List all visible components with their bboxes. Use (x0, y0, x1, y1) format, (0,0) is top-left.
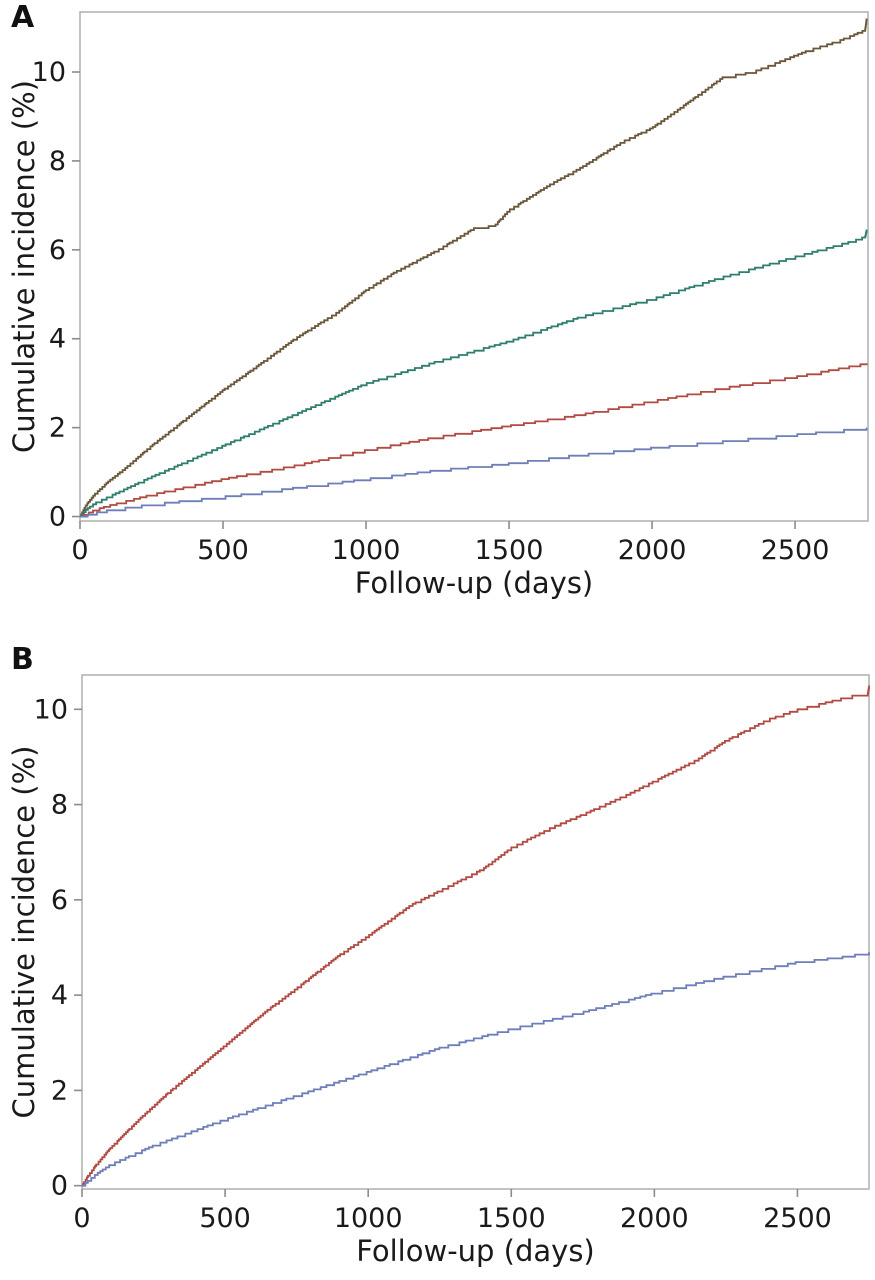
plot-frame (81, 674, 870, 1190)
x-axis-title: Follow-up (days) (356, 1234, 595, 1268)
series-curve-1-highest-brown (80, 18, 868, 518)
x-tick-label: 500 (199, 1203, 251, 1234)
panel-b: 0 500 1000 1500 2000 2500 0 2 4 6 8 10 Follow-up (da… (0, 620, 875, 1280)
y-tick-label: 10 (34, 694, 68, 725)
y-axis-title: Cumulative incidence (%) (7, 746, 41, 1119)
y-tick-label: 8 (49, 146, 66, 177)
panel-b-chart: 0 500 1000 1500 2000 2500 0 2 4 6 8 10 Follow-up (da… (7, 674, 870, 1268)
x-tick-label: 0 (73, 1203, 90, 1234)
series-curve-2-blue (82, 952, 870, 1187)
y-tick-label: 4 (49, 324, 66, 355)
panel-a-label: A (11, 0, 35, 35)
y-tick-label: 6 (51, 885, 68, 916)
x-tick-label: 2500 (763, 1203, 832, 1234)
x-tick-label: 500 (197, 535, 249, 566)
y-tick-label: 2 (49, 413, 66, 444)
x-tick-label: 0 (71, 535, 88, 566)
plot-frame (79, 11, 869, 522)
series-curve-4-lowest-blue (80, 427, 868, 518)
x-axis-title: Follow-up (days) (355, 566, 594, 600)
series-curve-3-red (80, 363, 868, 518)
panel-a: 0 500 1000 1500 2000 2500 0 2 4 6 8 10 Follow-up (da… (0, 0, 875, 620)
x-tick-label: 1500 (477, 1203, 546, 1234)
y-tick-label: 6 (49, 235, 66, 266)
y-tick-label: 10 (32, 57, 66, 88)
series-curve-2-teal (80, 229, 868, 518)
panel-b-label: B (11, 642, 34, 677)
x-tick-label: 2000 (620, 1203, 689, 1234)
x-tick-label: 1000 (332, 535, 401, 566)
x-tick-label: 2000 (618, 535, 687, 566)
panel-a-chart: 0 500 1000 1500 2000 2500 0 2 4 6 8 10 Follow-up (da… (7, 11, 869, 600)
y-axis-title: Cumulative incidence (%) (7, 80, 41, 453)
y-tick-label: 2 (51, 1075, 68, 1106)
y-tick-label: 4 (51, 980, 68, 1011)
x-tick-label: 2500 (761, 535, 830, 566)
series-curve-1-red (82, 685, 870, 1187)
y-tick-label: 8 (51, 790, 68, 821)
y-tick-label: 0 (49, 502, 66, 533)
x-tick-label: 1000 (334, 1203, 403, 1234)
x-tick-label: 1500 (475, 535, 544, 566)
y-tick-label: 0 (51, 1171, 68, 1202)
